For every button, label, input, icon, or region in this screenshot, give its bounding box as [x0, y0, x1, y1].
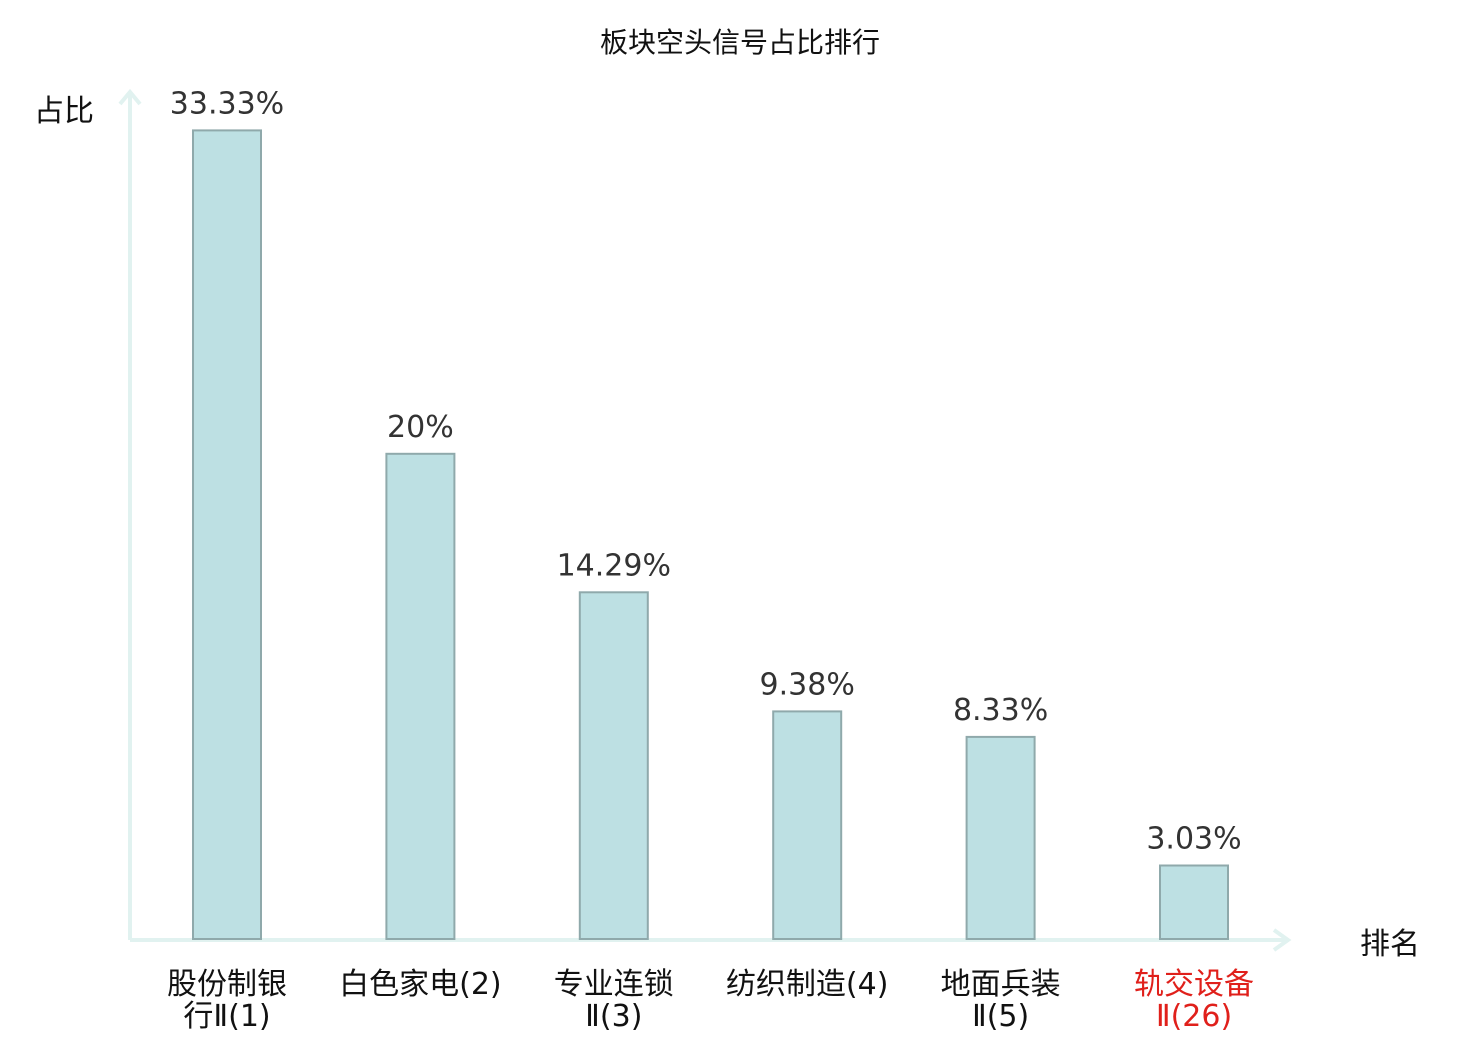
category-label-3-line-2: Ⅱ(3): [585, 999, 642, 1034]
bar-4: [772, 710, 843, 941]
x-axis-arrow: [1272, 928, 1292, 952]
bar-1: [192, 129, 262, 940]
category-label-3-line-1: 专业连锁: [554, 967, 674, 1002]
value-label-5: 8.33%: [953, 693, 1048, 728]
category-label-6-line-1: 轨交设备: [1134, 967, 1254, 1002]
value-labels-group: 33.33% 20% 14.29% 9.38% 8.33% 3.03%: [170, 86, 1242, 856]
value-label-6: 3.03%: [1146, 822, 1241, 857]
category-label-5-line-2: Ⅱ(5): [972, 999, 1029, 1034]
bar-5: [965, 735, 1036, 941]
bars-group: [192, 129, 1229, 941]
chart-title: 板块空头信号占比排行: [600, 26, 880, 59]
value-label-4: 9.38%: [760, 667, 855, 702]
bar-6: [1159, 864, 1229, 940]
value-label-1: 33.33%: [170, 86, 284, 121]
value-label-2: 20%: [387, 410, 454, 445]
x-axis-label: 排名: [1360, 927, 1420, 962]
y-axis-arrow: [118, 88, 142, 106]
value-label-3: 14.29%: [557, 548, 671, 583]
category-label-4-line-1: 纺织制造(4): [726, 967, 889, 1002]
category-label-5-line-1: 地面兵装: [941, 967, 1061, 1002]
category-label-1-line-1: 股份制银: [167, 967, 287, 1002]
bar-2: [385, 452, 456, 940]
category-label-6-line-2: Ⅱ(26): [1156, 999, 1232, 1034]
bar-3: [578, 591, 649, 940]
y-axis-label: 占比: [34, 94, 94, 129]
category-label-1-line-2: 行Ⅱ(1): [183, 999, 270, 1034]
category-label-2-line-1: 白色家电(2): [339, 967, 502, 1002]
